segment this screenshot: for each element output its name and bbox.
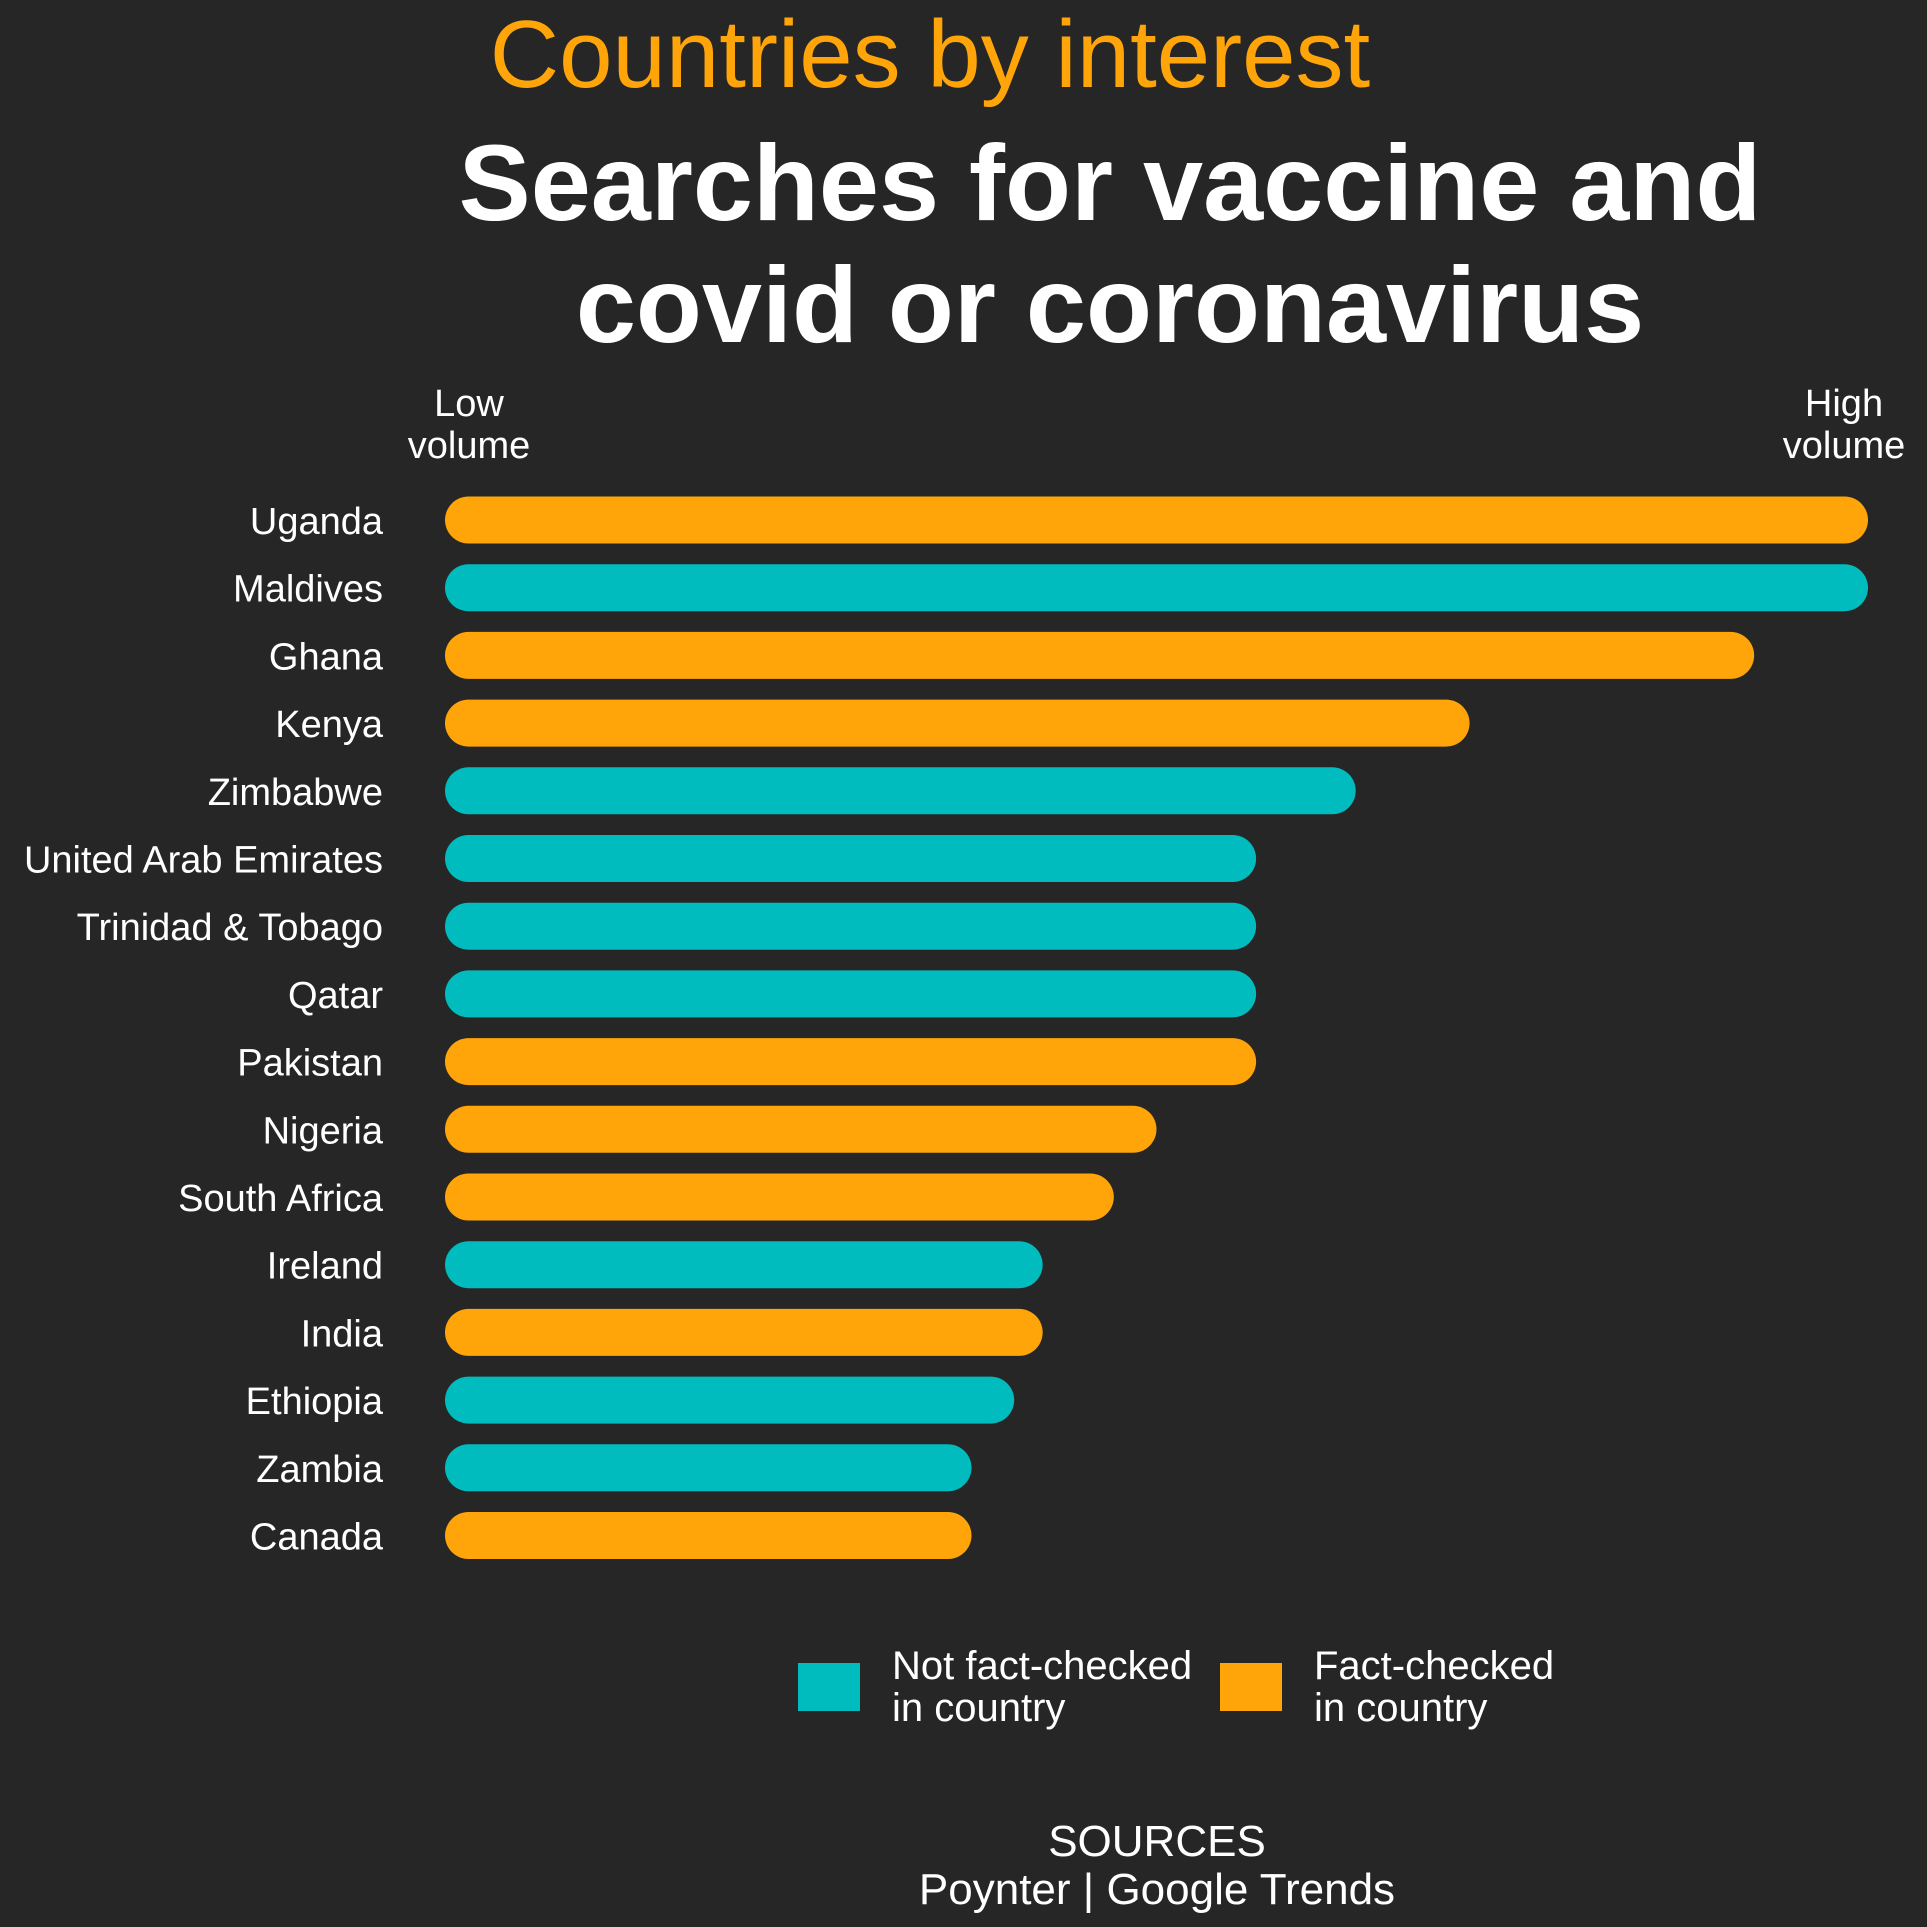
bar-ireland (445, 1241, 1043, 1289)
bar-nigeria (445, 1105, 1157, 1153)
category-label-india: India (301, 1313, 384, 1355)
category-label-united-arab-emirates: United Arab Emirates (24, 840, 383, 882)
category-label-ethiopia: Ethiopia (246, 1381, 384, 1423)
legend-label-not-fact-checked-line-1: Not fact-checked (892, 1644, 1193, 1688)
category-label-kenya: Kenya (275, 704, 384, 746)
bar-maldives (445, 564, 1868, 612)
category-label-pakistan: Pakistan (237, 1043, 383, 1085)
bar-canada (445, 1512, 972, 1559)
sources: SOURCES Poynter | Google Trends (857, 1818, 1457, 1914)
chart-title-line-2: covid or coronavirus (575, 244, 1645, 365)
bar-ghana (445, 631, 1755, 679)
chart-kicker: Countries by interest (489, 1, 1371, 108)
legend-label-not-fact-checked-line-2: in country (892, 1686, 1066, 1730)
bar-zimbabwe (445, 767, 1356, 815)
axis-label-low: Low volume (408, 383, 531, 467)
bar-south-africa (445, 1173, 1114, 1221)
legend-label-not-fact-checked: Not fact-checked in country (892, 1645, 1222, 1729)
bar-ethiopia (445, 1376, 1015, 1424)
bar-qatar (445, 970, 1257, 1018)
bar-india (445, 1308, 1043, 1356)
category-label-nigeria: Nigeria (263, 1110, 384, 1152)
bar-chart: Low volume High volume Uganda Maldives Gha… (24, 383, 1906, 1559)
bar-pakistan (445, 1038, 1257, 1086)
legend-label-fact-checked-line-1: Fact-checked (1314, 1644, 1555, 1688)
sources-label: SOURCES (1048, 1817, 1266, 1866)
category-label-ghana: Ghana (269, 636, 384, 678)
axis-label-low-line-2: volume (408, 425, 531, 467)
bar-uganda (445, 496, 1868, 544)
axis-label-high-line-1: High (1805, 383, 1883, 425)
axis-label-high: High volume (1783, 383, 1906, 467)
legend: Not fact-checked in country Fact-checked… (0, 1645, 1927, 1745)
bar-united-arab-emirates (445, 835, 1257, 882)
legend-swatch-fact-checked (1220, 1663, 1282, 1711)
category-label-qatar: Qatar (288, 975, 383, 1017)
category-label-canada: Canada (250, 1517, 384, 1559)
legend-label-fact-checked: Fact-checked in country (1314, 1645, 1644, 1729)
category-label-trinidad-and-tobago: Trinidad & Tobago (77, 907, 383, 949)
category-label-ireland: Ireland (267, 1246, 383, 1288)
chart-title-line-1: Searches for vaccine and (458, 122, 1762, 243)
category-label-uganda: Uganda (250, 501, 384, 543)
chart-title: Searches for vaccine and covid or corona… (420, 122, 1800, 366)
sources-text: Poynter | Google Trends (918, 1865, 1396, 1914)
bar-trinidad-and-tobago (445, 902, 1257, 950)
bar-zambia (445, 1444, 972, 1492)
axis-label-low-line-1: Low (434, 383, 504, 425)
category-label-south-africa: South Africa (178, 1178, 384, 1220)
axis-label-high-line-2: volume (1783, 425, 1906, 467)
bar-kenya (445, 699, 1470, 747)
legend-label-fact-checked-line-2: in country (1314, 1686, 1488, 1730)
bar-group: Uganda Maldives Ghana Kenya Zimbabwe United A… (24, 496, 1868, 1559)
category-label-maldives: Maldives (233, 569, 383, 611)
category-label-zimbabwe: Zimbabwe (208, 772, 383, 814)
category-label-zambia: Zambia (256, 1449, 384, 1491)
legend-item-not-fact-checked: Not fact-checked in country (798, 1645, 1222, 1729)
legend-item-fact-checked: Fact-checked in country (1220, 1645, 1644, 1729)
legend-swatch-not-fact-checked (798, 1663, 860, 1711)
